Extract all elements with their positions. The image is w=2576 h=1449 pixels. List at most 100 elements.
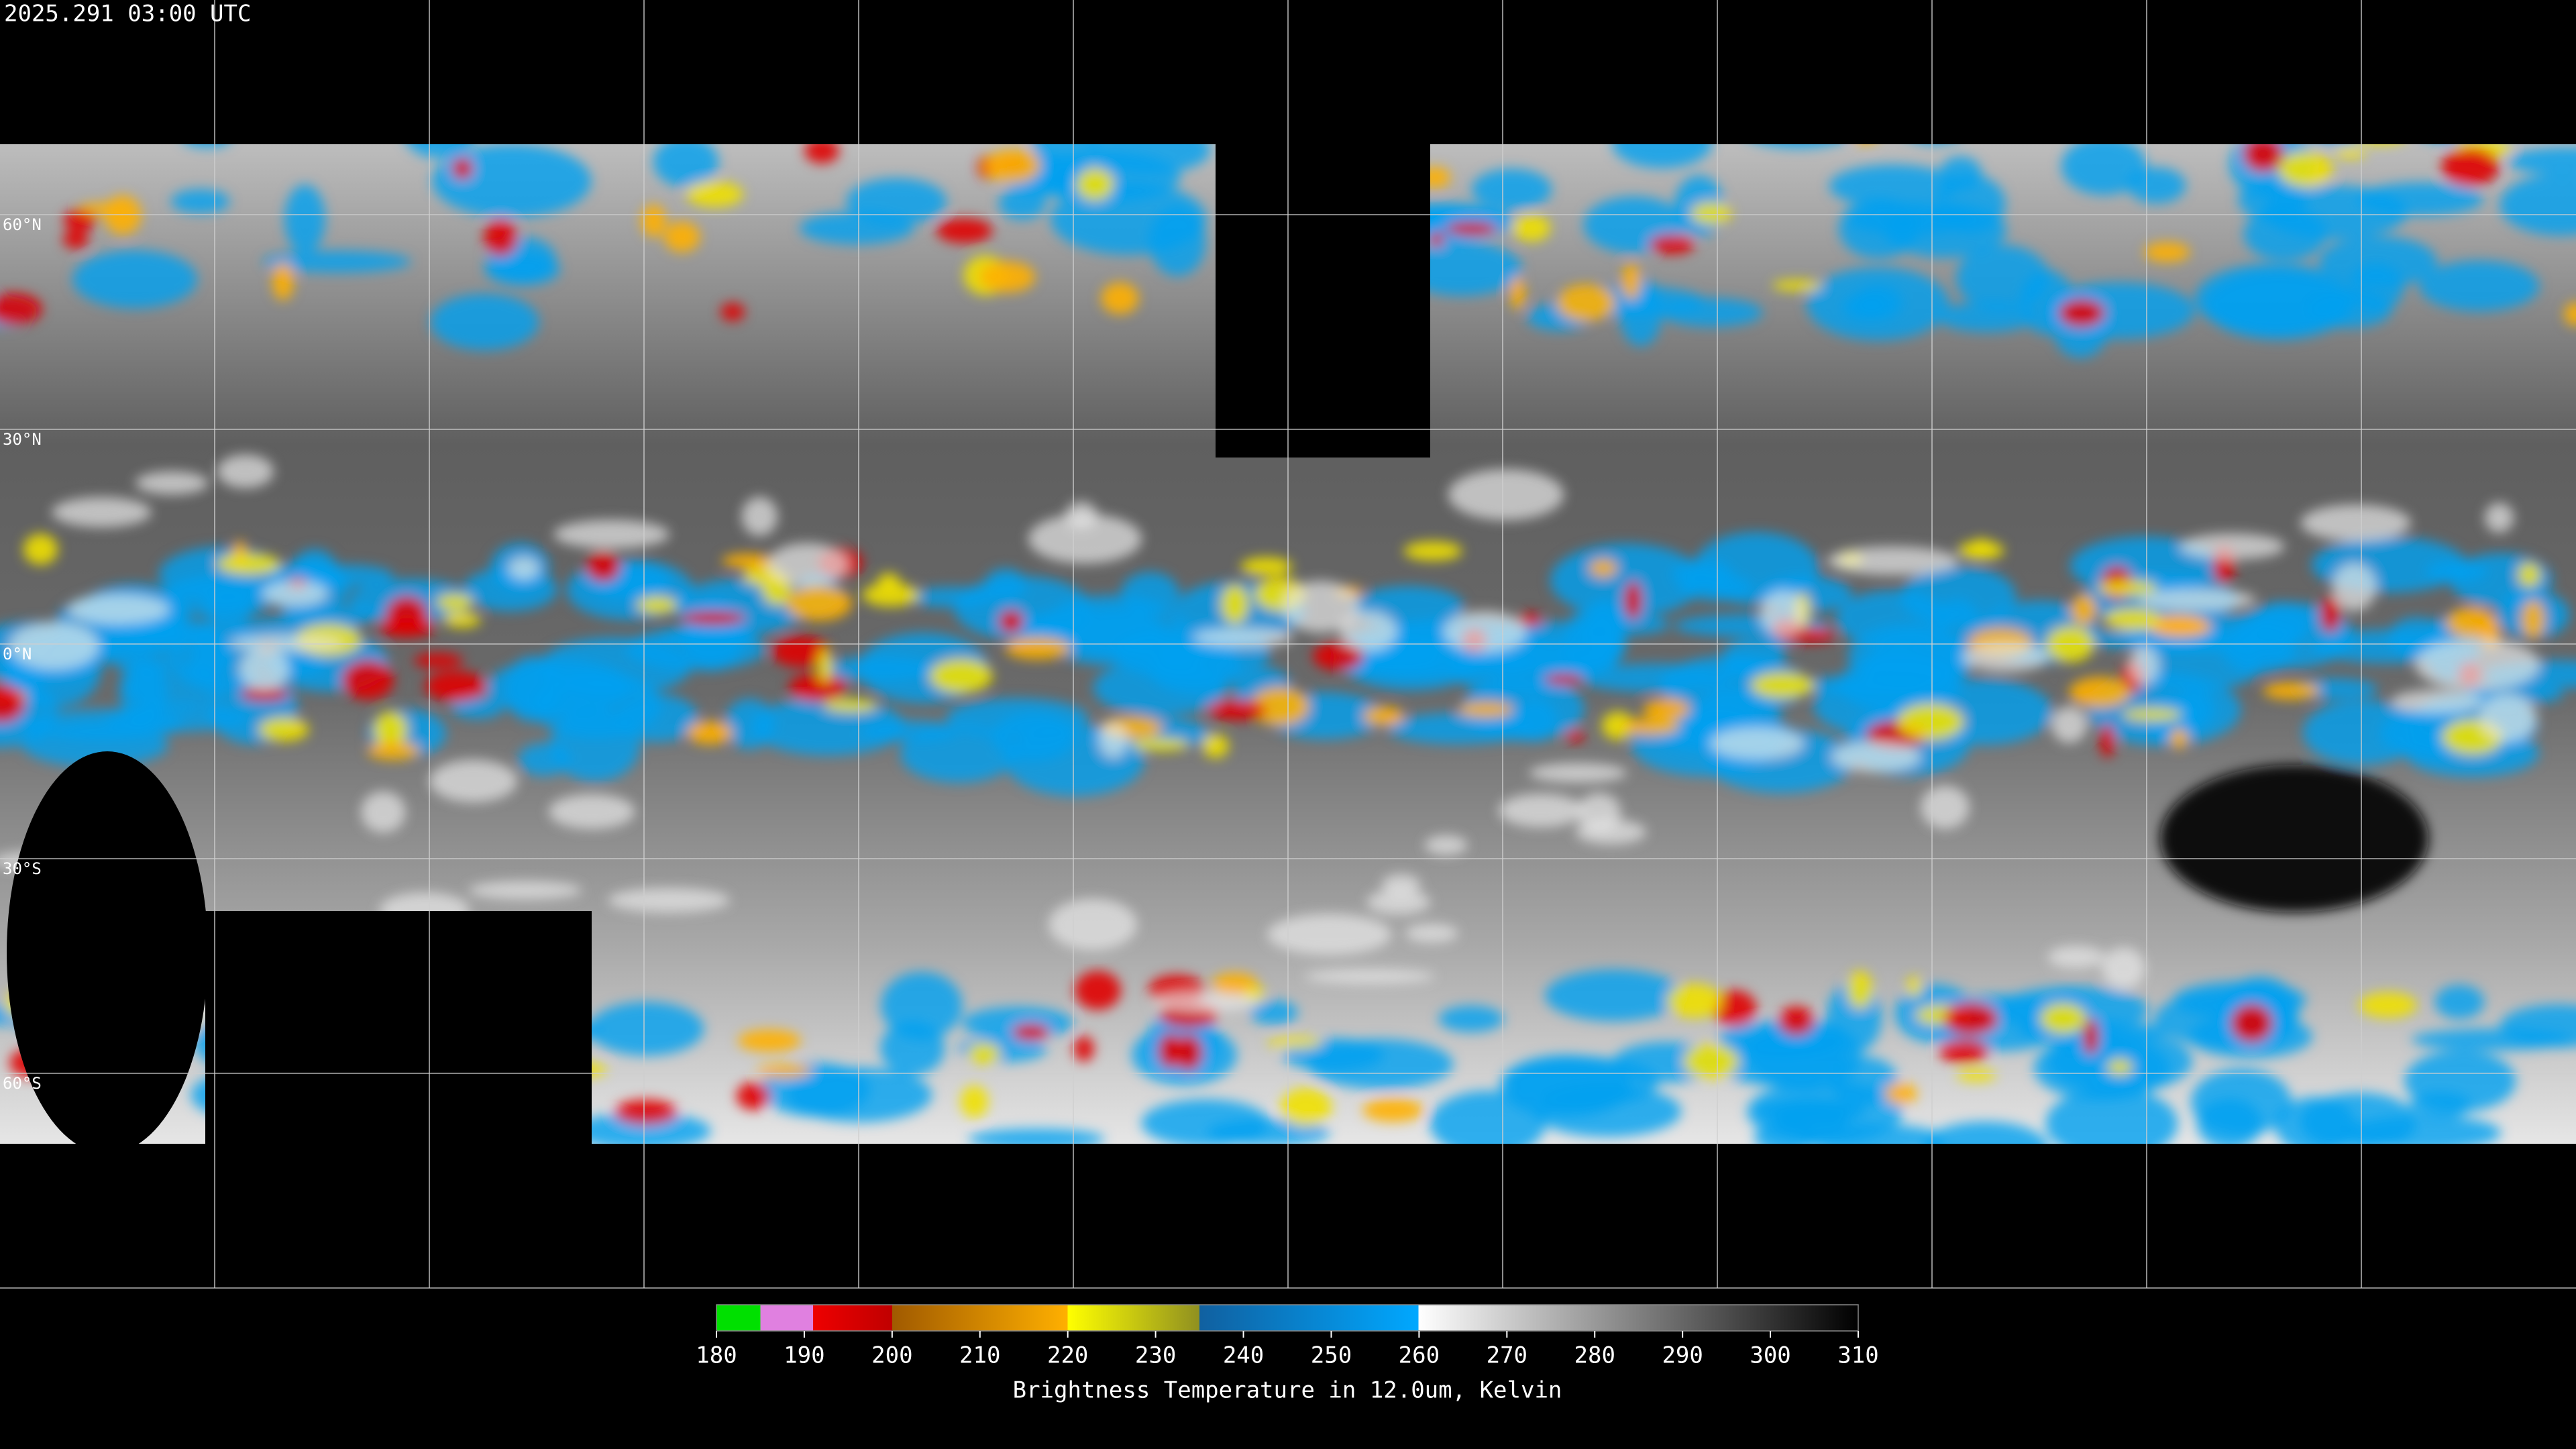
cloud <box>2372 144 2389 145</box>
cloud <box>862 583 919 607</box>
cloud <box>1684 1044 1738 1079</box>
cloud <box>1282 580 1359 633</box>
cloud <box>2391 689 2483 714</box>
cloud <box>1556 284 1615 321</box>
cloud <box>1943 1003 1998 1035</box>
cloud <box>722 553 775 569</box>
cloud <box>1051 182 1207 255</box>
cloud <box>1956 1069 1996 1082</box>
cloud <box>757 1064 812 1078</box>
cloud <box>2051 706 2088 743</box>
cloud <box>2083 1019 2099 1055</box>
cloud <box>1710 727 1805 759</box>
cloud <box>2058 299 2105 327</box>
cloud <box>1807 267 1949 341</box>
colorbar-tick-label: 290 <box>1662 1342 1703 1369</box>
cloud <box>484 219 518 257</box>
cloud <box>1565 730 1585 743</box>
cloud <box>0 292 42 325</box>
cloud <box>2262 682 2320 700</box>
cloud <box>2521 600 2545 639</box>
colorbar-tick-label: 300 <box>1750 1342 1790 1369</box>
cloud <box>188 144 226 148</box>
cloud <box>1207 1119 1330 1144</box>
cloud <box>2332 563 2377 612</box>
cloud <box>819 656 937 682</box>
cloud <box>737 1029 801 1052</box>
cloud <box>430 293 539 351</box>
cloud <box>1249 1000 1298 1025</box>
cloud <box>1048 898 1138 951</box>
cloud <box>1093 659 1227 716</box>
cloud <box>413 653 464 669</box>
cloud <box>1517 612 1542 627</box>
colorbar-tick-label: 240 <box>1223 1342 1264 1369</box>
cloud <box>985 568 1026 601</box>
cloud <box>1533 1085 1682 1137</box>
cloud <box>2564 302 2576 327</box>
colorbar-tick-label: 260 <box>1399 1342 1440 1369</box>
latitude-label: 30°S <box>3 859 42 878</box>
cloud <box>452 158 473 179</box>
cloud <box>429 759 518 803</box>
cloud <box>823 698 877 712</box>
data-gap <box>7 751 208 1154</box>
colorbar-tick-label: 180 <box>696 1342 737 1369</box>
cloud <box>1099 722 1128 758</box>
cloud <box>443 612 481 628</box>
colorbar-tick-label: 190 <box>784 1342 824 1369</box>
colorbar-tick-label: 210 <box>959 1342 1000 1369</box>
cloud <box>1921 786 1970 829</box>
cloud <box>1897 704 1964 740</box>
cloud <box>1659 655 1807 715</box>
cloud <box>2359 991 2417 1018</box>
cloud <box>2104 608 2161 631</box>
cloud <box>2300 504 2411 541</box>
cloud <box>1158 1033 1183 1068</box>
cloud <box>1589 559 1617 578</box>
cloud <box>608 888 731 913</box>
cloud <box>2404 1050 2516 1112</box>
cloud <box>1267 914 1392 955</box>
cloud <box>1073 1036 1094 1062</box>
cloud <box>880 971 963 1040</box>
cloud <box>1005 637 1071 659</box>
colorbar-ticks: 180 190 200 210 220 230 240 250 260 270 280 290 300 3… <box>696 1331 1879 1369</box>
cloud <box>1221 584 1249 624</box>
cloud <box>368 741 420 760</box>
cloud <box>2122 708 2182 721</box>
cloud <box>2319 236 2437 288</box>
cloud <box>786 586 853 621</box>
cloud <box>586 551 621 582</box>
cloud <box>929 659 993 694</box>
cloud <box>72 250 198 309</box>
cloud <box>1778 1006 1815 1036</box>
cloud <box>2061 144 2147 195</box>
cloud <box>2479 694 2537 742</box>
cloud <box>1193 627 1293 647</box>
cloud <box>1923 1121 2048 1144</box>
cloud <box>378 618 435 638</box>
cloud <box>436 594 473 610</box>
cloud <box>1827 546 1959 576</box>
cloud <box>361 791 406 833</box>
cloud <box>1101 282 1139 315</box>
cloud <box>1405 924 1458 943</box>
cloud <box>2302 700 2423 765</box>
cloud <box>553 519 670 549</box>
cloud <box>614 1099 678 1125</box>
cloud <box>1962 642 2049 672</box>
cloud <box>1362 1098 1424 1122</box>
cloud <box>741 496 778 536</box>
cloud <box>1498 794 1585 828</box>
cloud <box>572 1112 711 1144</box>
cloud <box>1956 245 2049 311</box>
cloud <box>1304 969 1436 984</box>
cloud <box>663 221 700 252</box>
cloud <box>2278 152 2333 187</box>
cloud <box>217 454 274 488</box>
title: 2025.291 03:00 UTC <box>4 1 251 28</box>
cloud <box>1510 276 1525 310</box>
cloud <box>2107 1059 2133 1075</box>
cloud <box>0 684 25 723</box>
